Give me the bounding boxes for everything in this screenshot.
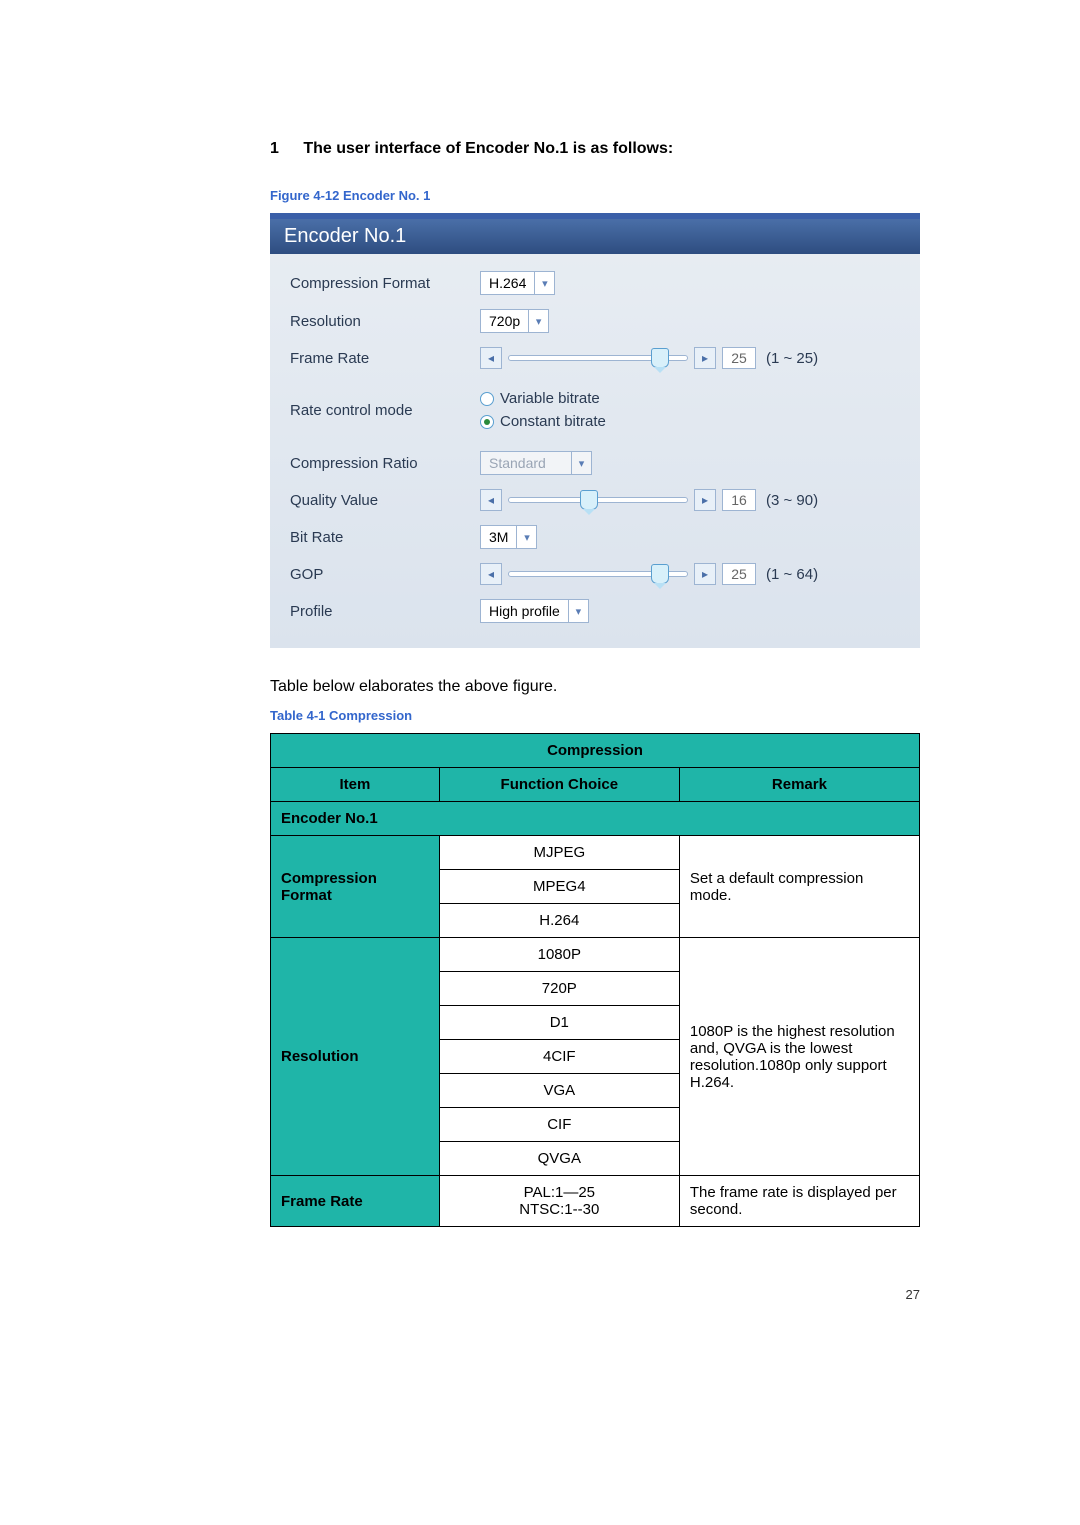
section-encoder: Encoder No.1 xyxy=(271,802,920,836)
row-frame-rate: Frame Rate ◂ ▸ 25 (1 ~ 25) xyxy=(270,340,920,376)
table-cell: 4CIF xyxy=(439,1040,679,1074)
encoder-panel: Encoder No.1 Compression Format H.264 ▾ … xyxy=(270,213,920,648)
slider-frame-rate[interactable]: ◂ ▸ 25 xyxy=(480,347,756,369)
slider-gop[interactable]: ◂ ▸ 25 xyxy=(480,563,756,585)
table-cell: CIF xyxy=(439,1108,679,1142)
label-gop: GOP xyxy=(290,566,480,583)
slider-thumb[interactable] xyxy=(580,490,598,510)
dropdown-resolution[interactable]: 720p ▾ xyxy=(480,309,549,333)
slider-left-icon[interactable]: ◂ xyxy=(480,347,502,369)
table-caption: Table 4-1 Compression xyxy=(270,708,920,723)
label-quality-value: Quality Value xyxy=(290,492,480,509)
gop-range: (1 ~ 64) xyxy=(766,566,818,583)
radio-constant-bitrate[interactable]: Constant bitrate xyxy=(480,413,606,430)
chevron-down-icon: ▾ xyxy=(528,310,548,332)
slider-left-icon[interactable]: ◂ xyxy=(480,563,502,585)
slider-thumb[interactable] xyxy=(651,564,669,584)
dropdown-profile[interactable]: High profile ▾ xyxy=(480,599,589,623)
table-cell: The frame rate is displayed per second. xyxy=(679,1176,919,1227)
radio-icon xyxy=(480,392,494,406)
table-cell: 1080P xyxy=(439,938,679,972)
row-bit-rate: Bit Rate 3M ▾ xyxy=(270,518,920,556)
section-heading: 1 The user interface of Encoder No.1 is … xyxy=(270,140,920,158)
gop-value: 25 xyxy=(722,563,756,585)
radio-icon xyxy=(480,415,494,429)
slider-track[interactable] xyxy=(508,497,688,503)
label-resolution: Resolution xyxy=(290,313,480,330)
chevron-down-icon: ▾ xyxy=(516,526,536,548)
table-cell: QVGA xyxy=(439,1142,679,1176)
figure-caption: Figure 4-12 Encoder No. 1 xyxy=(270,188,920,203)
chevron-down-icon: ▾ xyxy=(568,600,588,622)
table-cell: D1 xyxy=(439,1006,679,1040)
compression-table: Compression Item Function Choice Remark … xyxy=(270,733,920,1227)
heading-number: 1 xyxy=(270,140,279,158)
row-frame-rate: Frame Rate xyxy=(271,1176,440,1227)
table-cell: Set a default compression mode. xyxy=(679,836,919,938)
chevron-down-icon: ▾ xyxy=(534,272,554,294)
col-remark: Remark xyxy=(679,768,919,802)
table-cell: VGA xyxy=(439,1074,679,1108)
slider-track[interactable] xyxy=(508,571,688,577)
table-intro: Table below elaborates the above figure. xyxy=(270,678,920,696)
radio-variable-bitrate[interactable]: Variable bitrate xyxy=(480,390,606,407)
table-cell: H.264 xyxy=(439,904,679,938)
label-compression-format: Compression Format xyxy=(290,275,480,292)
slider-right-icon[interactable]: ▸ xyxy=(694,563,716,585)
slider-thumb[interactable] xyxy=(651,348,669,368)
row-quality-value: Quality Value ◂ ▸ 16 (3 ~ 90) xyxy=(270,482,920,518)
row-profile: Profile High profile ▾ xyxy=(270,592,920,630)
heading-text: The user interface of Encoder No.1 is as… xyxy=(303,140,673,157)
frame-rate-range: (1 ~ 25) xyxy=(766,350,818,367)
radio-group-rate-control: Variable bitrate Constant bitrate xyxy=(480,390,606,430)
col-item: Item xyxy=(271,768,440,802)
slider-quality-value[interactable]: ◂ ▸ 16 xyxy=(480,489,756,511)
chevron-down-icon: ▾ xyxy=(571,452,591,474)
slider-track[interactable] xyxy=(508,355,688,361)
slider-right-icon[interactable]: ▸ xyxy=(694,489,716,511)
page-number: 27 xyxy=(270,1287,920,1302)
row-compression-ratio: Compression Ratio Standard ▾ xyxy=(270,444,920,482)
row-gop: GOP ◂ ▸ 25 (1 ~ 64) xyxy=(270,556,920,592)
panel-title: Encoder No.1 xyxy=(270,219,920,254)
label-compression-ratio: Compression Ratio xyxy=(290,455,480,472)
slider-right-icon[interactable]: ▸ xyxy=(694,347,716,369)
label-profile: Profile xyxy=(290,603,480,620)
row-resolution: Resolution 720p ▾ xyxy=(270,302,920,340)
table-cell: MPEG4 xyxy=(439,870,679,904)
row-resolution: Resolution xyxy=(271,938,440,1176)
dropdown-compression-ratio: Standard ▾ xyxy=(480,451,592,475)
quality-range: (3 ~ 90) xyxy=(766,492,818,509)
label-frame-rate: Frame Rate xyxy=(290,350,480,367)
col-function-choice: Function Choice xyxy=(439,768,679,802)
label-rate-control: Rate control mode xyxy=(290,402,480,419)
quality-value: 16 xyxy=(722,489,756,511)
table-cell: PAL:1—25NTSC:1--30 xyxy=(439,1176,679,1227)
slider-left-icon[interactable]: ◂ xyxy=(480,489,502,511)
row-compression-format: Compression Format H.264 ▾ xyxy=(270,264,920,302)
dropdown-bit-rate[interactable]: 3M ▾ xyxy=(480,525,537,549)
table-title: Compression xyxy=(271,734,920,768)
frame-rate-value: 25 xyxy=(722,347,756,369)
table-cell: 1080P is the highest resolution and, QVG… xyxy=(679,938,919,1176)
label-bit-rate: Bit Rate xyxy=(290,529,480,546)
dropdown-compression-format[interactable]: H.264 ▾ xyxy=(480,271,555,295)
table-cell: 720P xyxy=(439,972,679,1006)
row-rate-control: Rate control mode Variable bitrate Const… xyxy=(270,376,920,444)
row-compression-format: Compression Format xyxy=(271,836,440,938)
table-cell: MJPEG xyxy=(439,836,679,870)
